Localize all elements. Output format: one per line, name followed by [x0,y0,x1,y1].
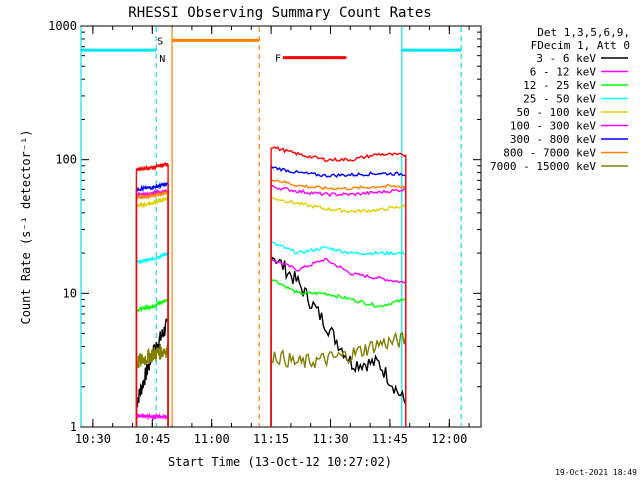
series-trace [135,194,169,427]
legend-header-line-2: FDecim 1, Att 0 [531,39,630,52]
series-trace [135,318,169,427]
series-trace [270,240,407,427]
series-trace [270,184,407,427]
x-axis-label: Start Time (13-Oct-12 10:27:02) [168,455,392,469]
legend-entry-label: 50 - 100 keV [517,106,597,119]
y-axis-label: Count Rate (s⁻¹ detector⁻¹) [19,129,33,324]
chart-title: RHESSI Observing Summary Count Rates [128,5,431,21]
y-tick-label: 10 [63,286,77,300]
flag-label-s: S [157,36,163,47]
x-tick-label: 10:45 [134,432,170,446]
flag-label-f: F [275,54,281,65]
x-tick-label: 12:00 [431,432,467,446]
legend-entry-label: 12 - 25 keV [523,79,596,92]
x-tick-label: 11:00 [194,432,230,446]
legend-entry-label: 300 - 800 keV [510,133,596,146]
series-trace [135,412,169,427]
y-tick-label: 1 [70,420,77,434]
series-trace [135,180,169,427]
flag-label-n: N [159,54,165,65]
x-tick-label: 11:15 [253,432,289,446]
legend-header-line-1: Det 1,3,5,6,9, [537,26,630,39]
legend-entry-label: 25 - 50 keV [523,93,596,106]
series-trace [135,251,169,427]
series-trace [135,298,169,427]
series-trace [270,256,407,427]
y-tick-label: 100 [55,153,77,167]
series-trace [135,342,169,427]
series-trace [270,196,407,427]
x-tick-label: 11:45 [372,432,408,446]
x-tick-label: 10:30 [75,432,111,446]
x-tick-label: 11:30 [312,432,348,446]
legend-entry-label: 7000 - 15000 keV [490,160,596,173]
footer-timestamp: 19-Oct-2021 18:49 [555,468,637,477]
legend-entry-label: 6 - 12 keV [530,66,597,79]
series-trace [270,164,407,427]
legend-entry-label: 800 - 7000 keV [503,147,596,160]
series-trace [270,146,407,427]
series-trace [270,178,407,427]
y-tick-label: 1000 [48,19,77,33]
legend-entry-label: 100 - 300 keV [510,120,596,133]
series-trace [135,162,169,427]
plot-content: 10:30 10:45 11:00 11:15 11:30 11:45 12:00 1 10 10… [48,19,481,446]
series-trace [135,190,169,427]
series-trace [270,276,407,427]
series-trace [270,331,407,427]
legend-entry-label: 3 - 6 keV [536,52,596,65]
series-trace [270,257,407,427]
plot-frame [80,25,482,428]
